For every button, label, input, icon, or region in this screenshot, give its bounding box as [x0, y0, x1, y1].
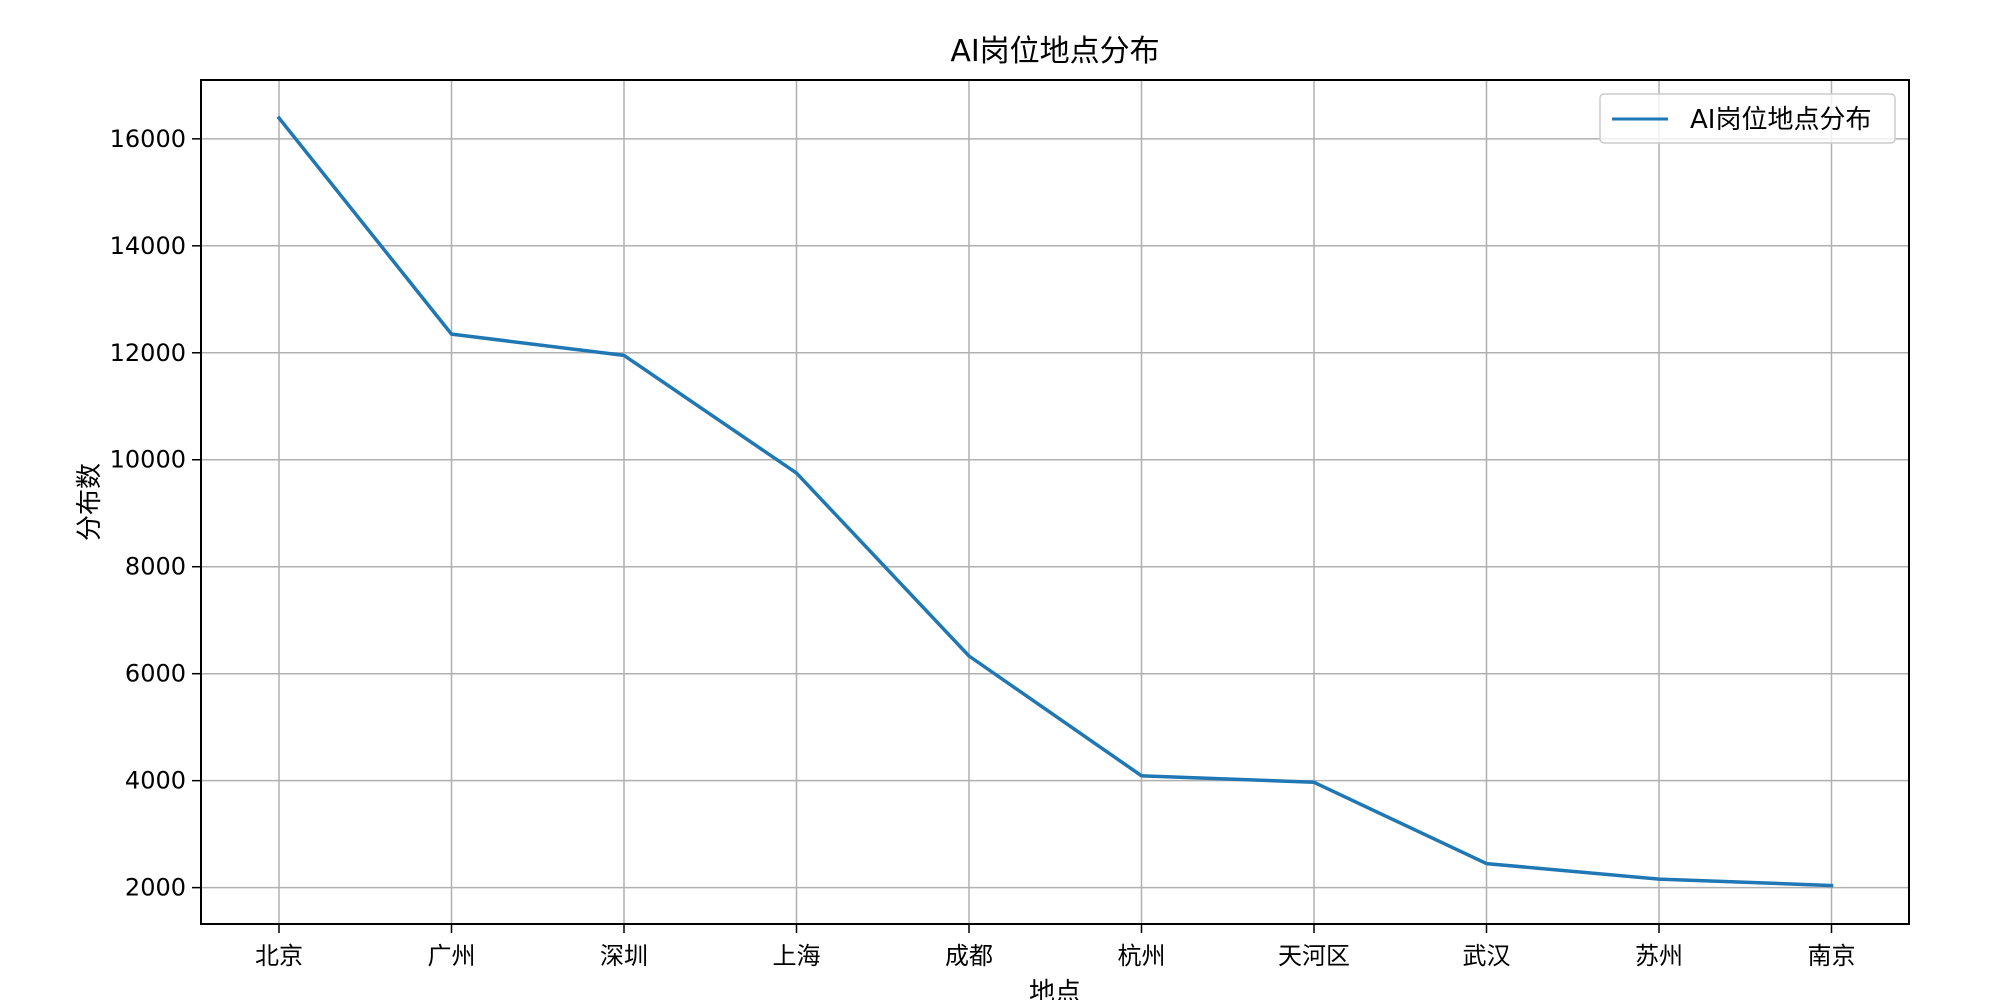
x-tick-label: 苏州	[1635, 942, 1683, 970]
x-tick-label: 成都	[945, 942, 993, 970]
y-tick-label: 4000	[125, 767, 186, 795]
y-tick-label: 16000	[110, 125, 186, 153]
y-tick-label: 2000	[125, 874, 186, 902]
y-tick-label: 14000	[110, 232, 186, 260]
series-line	[279, 118, 1832, 886]
x-axis-label: 地点	[1029, 978, 1081, 1000]
ticks: 北京 广州 深圳 上海 成都 杭州 天河区 武汉 苏州 南京 2000 4000 6000 8000 100…	[110, 125, 1856, 970]
y-tick-label: 10000	[110, 446, 186, 474]
y-tick-label: 8000	[125, 553, 186, 581]
y-tick-label: 6000	[125, 660, 186, 688]
x-tick-label: 南京	[1808, 942, 1856, 970]
x-tick-label: 杭州	[1118, 942, 1166, 970]
x-tick-label: 上海	[773, 942, 821, 970]
plot-frame	[201, 80, 1909, 924]
x-tick-label: 广州	[428, 942, 476, 970]
legend-label: AI岗位地点分布	[1690, 105, 1871, 135]
y-tick-label: 12000	[110, 339, 186, 367]
chart-title: AI岗位地点分布	[950, 34, 1159, 69]
series-layer	[279, 118, 1832, 886]
x-tick-label: 深圳	[600, 942, 648, 970]
x-tick-label: 武汉	[1463, 942, 1511, 970]
y-axis-label: 分布数	[75, 463, 105, 541]
x-tick-label: 天河区	[1278, 942, 1350, 970]
legend: AI岗位地点分布	[1600, 94, 1895, 143]
grid	[201, 80, 1909, 924]
x-tick-label: 北京	[255, 942, 303, 970]
